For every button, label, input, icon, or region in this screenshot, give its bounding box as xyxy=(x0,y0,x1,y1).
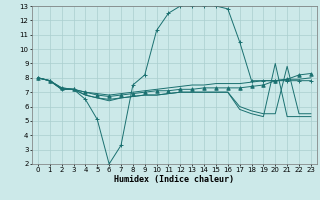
X-axis label: Humidex (Indice chaleur): Humidex (Indice chaleur) xyxy=(115,175,234,184)
